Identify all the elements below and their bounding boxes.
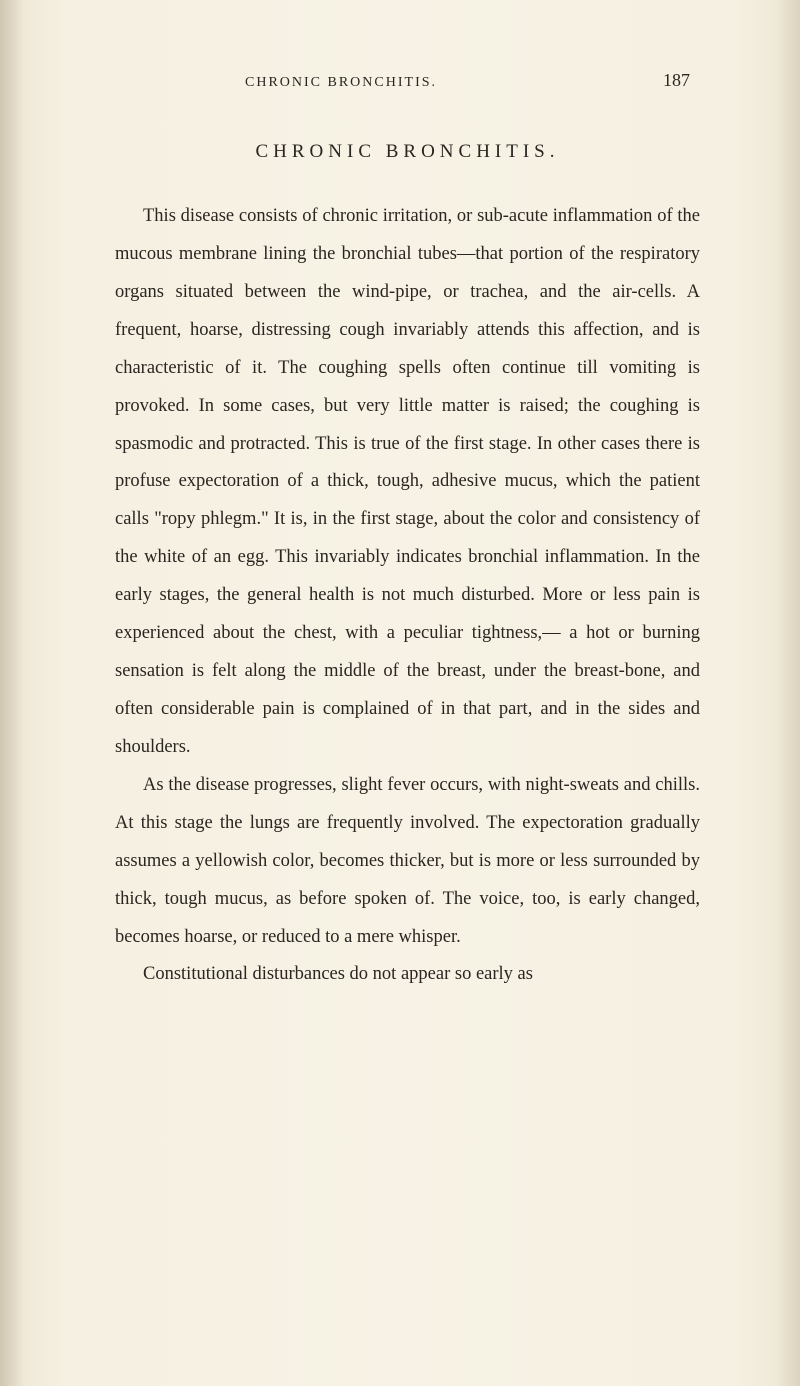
running-head: CHRONIC BRONCHITIS. bbox=[245, 75, 437, 91]
book-page: CHRONIC BRONCHITIS. 187 CHRONIC BRONCHIT… bbox=[0, 0, 800, 1386]
page-header: CHRONIC BRONCHITIS. 187 bbox=[115, 70, 700, 91]
paragraph: Constitutional disturbances do not appea… bbox=[115, 956, 700, 994]
page-number: 187 bbox=[663, 70, 690, 91]
body-text: This disease consists of chronic irritat… bbox=[115, 198, 700, 994]
paragraph: This disease consists of chronic irritat… bbox=[115, 198, 700, 767]
chapter-title: CHRONIC BRONCHITIS. bbox=[115, 141, 700, 163]
paragraph: As the disease progresses, slight fever … bbox=[115, 767, 700, 957]
